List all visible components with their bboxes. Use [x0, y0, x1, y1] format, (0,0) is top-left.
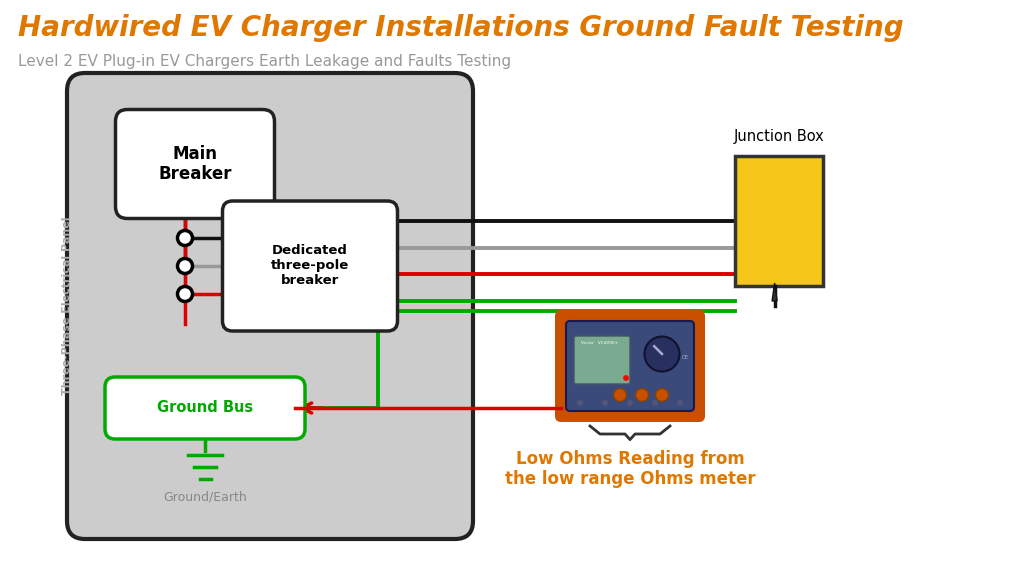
FancyBboxPatch shape: [222, 201, 397, 331]
Circle shape: [578, 401, 583, 405]
Circle shape: [655, 389, 669, 401]
Text: CE: CE: [682, 355, 689, 360]
Circle shape: [628, 401, 632, 405]
FancyBboxPatch shape: [574, 336, 630, 384]
FancyBboxPatch shape: [67, 73, 473, 539]
FancyBboxPatch shape: [566, 321, 694, 411]
Text: Dedicated
three-pole
breaker: Dedicated three-pole breaker: [271, 244, 349, 287]
Circle shape: [603, 401, 607, 405]
FancyBboxPatch shape: [735, 156, 823, 286]
FancyBboxPatch shape: [116, 109, 274, 218]
Circle shape: [653, 401, 657, 405]
Circle shape: [636, 389, 648, 401]
Polygon shape: [772, 283, 777, 301]
Text: Three-Phase Electrical Panel: Three-Phase Electrical Panel: [62, 217, 72, 395]
Circle shape: [624, 376, 628, 380]
Text: Ground/Earth: Ground/Earth: [163, 491, 247, 504]
Text: Level 2 EV Plug-in EV Chargers Earth Leakage and Faults Testing: Level 2 EV Plug-in EV Chargers Earth Lea…: [18, 54, 511, 69]
Text: Victor   VC4090+: Victor VC4090+: [581, 341, 618, 345]
FancyBboxPatch shape: [555, 310, 705, 422]
Text: Low Ohms Reading from
the low range Ohms meter: Low Ohms Reading from the low range Ohms…: [505, 450, 756, 488]
Circle shape: [678, 401, 682, 405]
Text: Junction Box: Junction Box: [733, 129, 824, 144]
Text: Hardwired EV Charger Installations Ground Fault Testing: Hardwired EV Charger Installations Groun…: [18, 14, 903, 42]
FancyBboxPatch shape: [105, 377, 305, 439]
Circle shape: [177, 286, 193, 301]
Text: Ground Bus: Ground Bus: [157, 400, 253, 415]
Text: Main
Breaker: Main Breaker: [159, 145, 231, 183]
Circle shape: [177, 259, 193, 274]
Circle shape: [177, 230, 193, 245]
Circle shape: [613, 389, 627, 401]
Circle shape: [644, 336, 680, 372]
